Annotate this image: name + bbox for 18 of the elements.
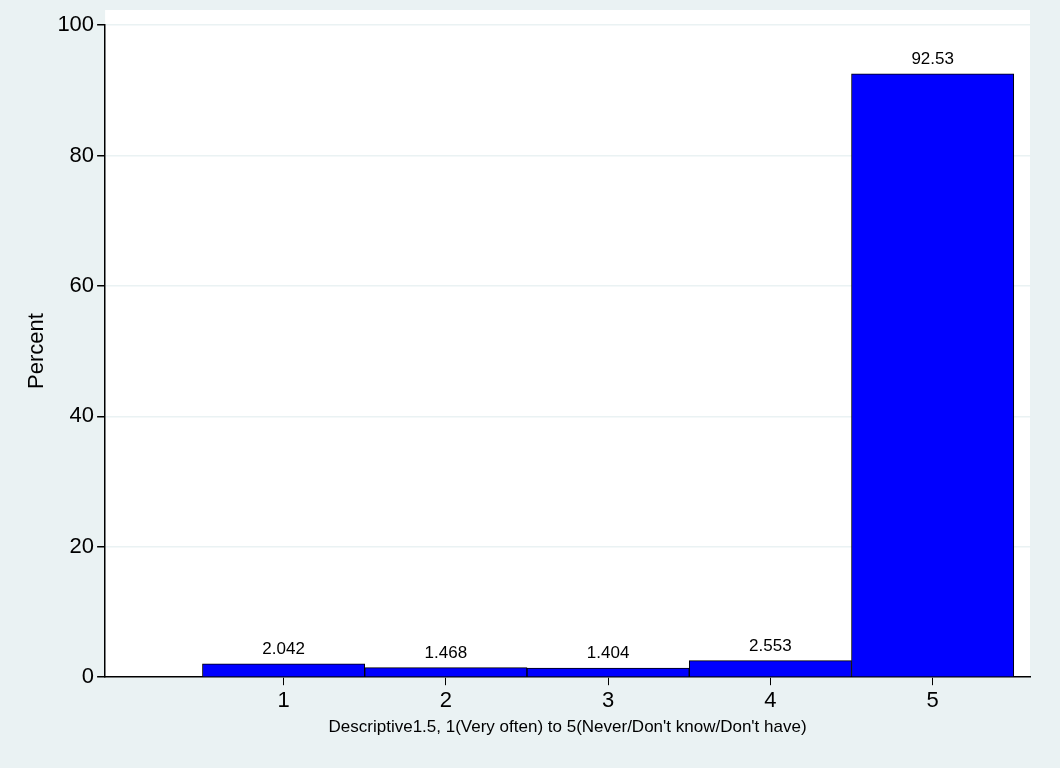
- y-tick-label: 0: [81, 663, 95, 689]
- data-label: 1.468: [424, 642, 468, 662]
- x-tick-label: 1: [277, 687, 290, 713]
- data-label: 2.553: [749, 635, 792, 655]
- data-label: 2.042: [262, 639, 305, 659]
- y-tick-label: 20: [69, 532, 95, 558]
- x-tick-label: 4: [764, 687, 777, 713]
- x-axis-title: Descriptive1.5, 1(Very often) to 5(Never/Don't know/Don't have): [328, 717, 807, 737]
- y-tick-label: 80: [69, 141, 95, 167]
- y-tick-label: 60: [69, 271, 95, 297]
- y-tick-label: 40: [69, 402, 95, 428]
- data-label: 1.404: [586, 643, 630, 663]
- y-tick-label: 100: [57, 11, 95, 37]
- x-tick-label: 5: [926, 687, 939, 713]
- y-axis-title: Percent: [23, 313, 49, 390]
- x-tick-label: 2: [439, 687, 452, 713]
- x-tick-label: 3: [601, 687, 615, 713]
- data-label: 92.53: [911, 48, 954, 68]
